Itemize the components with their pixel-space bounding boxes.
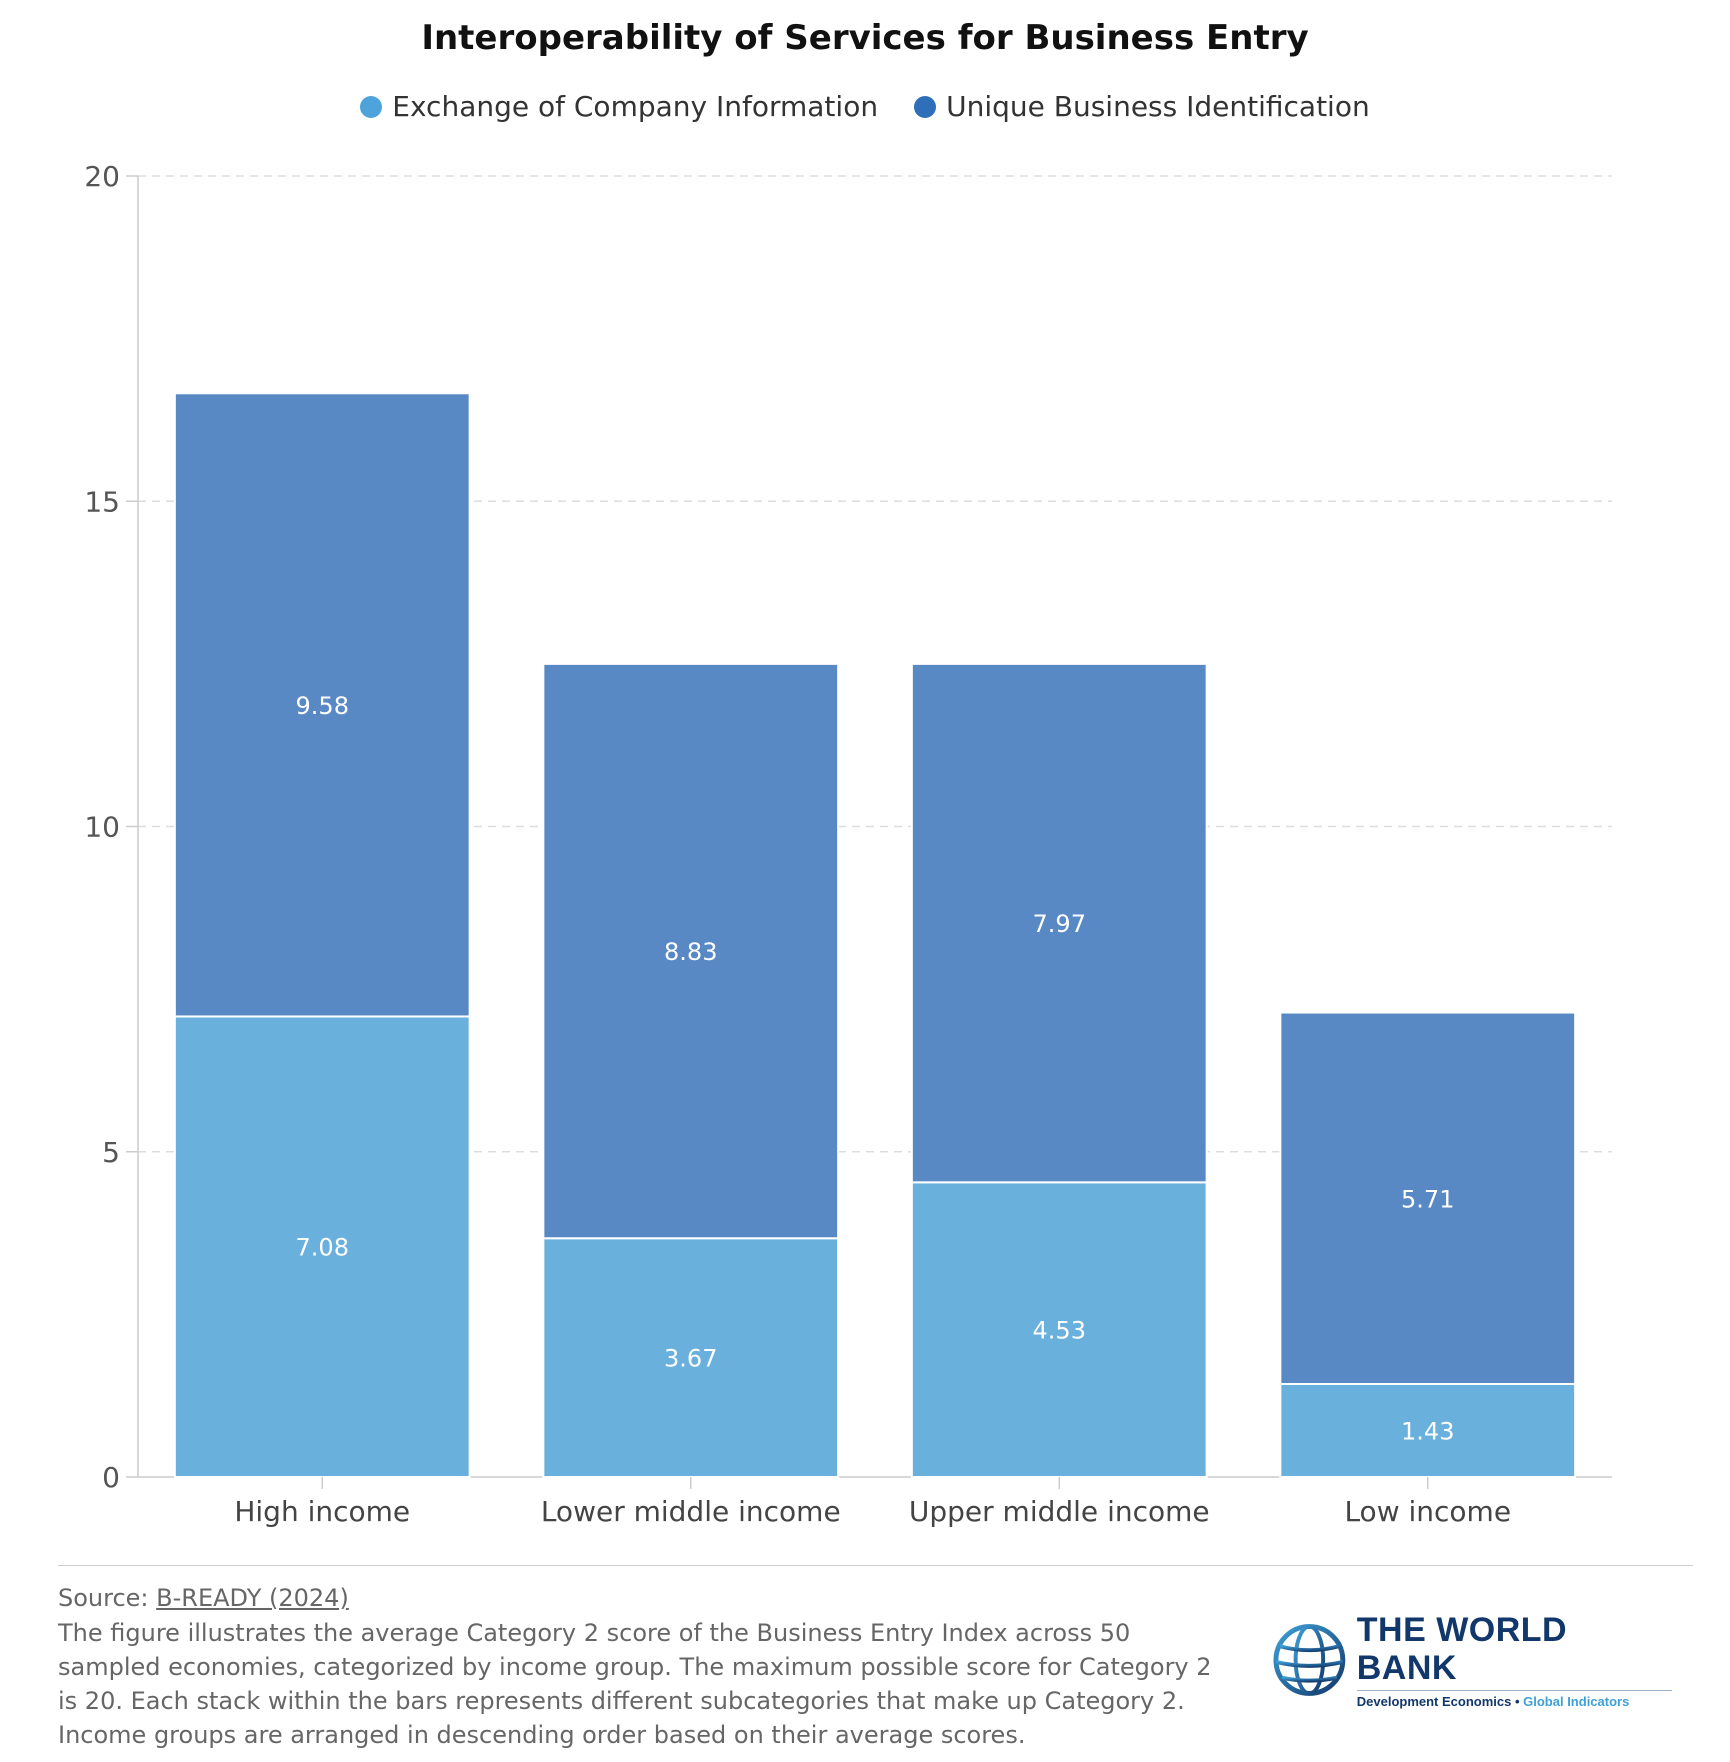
chart-legend: Exchange of Company Information Unique B… bbox=[0, 90, 1730, 123]
data-label: 4.53 bbox=[1033, 1317, 1086, 1345]
bar-segment[interactable] bbox=[173, 392, 471, 1018]
logo-title: THE WORLD BANK bbox=[1356, 1611, 1672, 1691]
logo-subtitle-separator: • bbox=[1511, 1694, 1524, 1709]
legend-swatch bbox=[914, 95, 937, 118]
chart-description: The figure illustrates the average Categ… bbox=[58, 1619, 1212, 1749]
x-tick-label: High income bbox=[234, 1495, 410, 1528]
source-label: Source: bbox=[58, 1584, 157, 1612]
data-label: 3.67 bbox=[664, 1345, 717, 1373]
globe-icon bbox=[1273, 1624, 1346, 1696]
y-tick-label: 20 bbox=[84, 160, 120, 193]
data-label: 8.83 bbox=[664, 938, 717, 966]
bar-segment[interactable] bbox=[542, 662, 840, 1240]
world-bank-logo: THE WORLD BANK Development Economics • G… bbox=[1272, 1611, 1672, 1709]
chart-title: Interoperability of Services for Busines… bbox=[421, 18, 1309, 58]
x-tick-label: Lower middle income bbox=[541, 1495, 841, 1528]
source-line: Source: B-READY (2024) bbox=[58, 1584, 349, 1612]
bar-segment[interactable] bbox=[910, 1181, 1208, 1478]
legend-label: Exchange of Company Information bbox=[392, 90, 879, 123]
legend-label: Unique Business Identification bbox=[946, 90, 1370, 123]
y-tick-label: 5 bbox=[102, 1136, 120, 1169]
stacked-bar-chart: 0 5 10 15 20 7.08 9.58 High income 3.67 8.83 Lower… bbox=[84, 160, 1612, 1528]
logo-subtitle-accent: Global Indicators bbox=[1523, 1694, 1630, 1709]
logo-subtitle-main: Development Economics bbox=[1356, 1694, 1512, 1709]
bar-segment[interactable] bbox=[910, 662, 1208, 1184]
data-label: 7.08 bbox=[296, 1234, 349, 1262]
legend-item-exchange-of-company-information[interactable]: Exchange of Company Information bbox=[360, 90, 878, 123]
y-tick-label: 0 bbox=[102, 1461, 120, 1494]
legend-swatch bbox=[360, 95, 383, 118]
data-label: 5.71 bbox=[1401, 1185, 1454, 1213]
data-label: 9.58 bbox=[296, 692, 349, 720]
legend-item-unique-business-identification[interactable]: Unique Business Identification bbox=[914, 90, 1370, 123]
bar-segment[interactable] bbox=[542, 1237, 840, 1478]
bar-segment[interactable] bbox=[1279, 1382, 1577, 1479]
bar-segment[interactable] bbox=[1279, 1011, 1577, 1385]
data-label: 1.43 bbox=[1401, 1417, 1454, 1445]
data-label: 7.97 bbox=[1033, 910, 1086, 938]
source-link[interactable]: B-READY (2024) bbox=[156, 1584, 349, 1612]
footer-divider bbox=[58, 1565, 1693, 1566]
x-tick-label: Low income bbox=[1344, 1495, 1511, 1528]
y-tick-label: 15 bbox=[84, 485, 120, 518]
y-tick-label: 10 bbox=[84, 811, 120, 844]
x-tick-label: Upper middle income bbox=[909, 1495, 1210, 1528]
logo-subtitle: Development Economics • Global Indicator… bbox=[1357, 1694, 1672, 1709]
